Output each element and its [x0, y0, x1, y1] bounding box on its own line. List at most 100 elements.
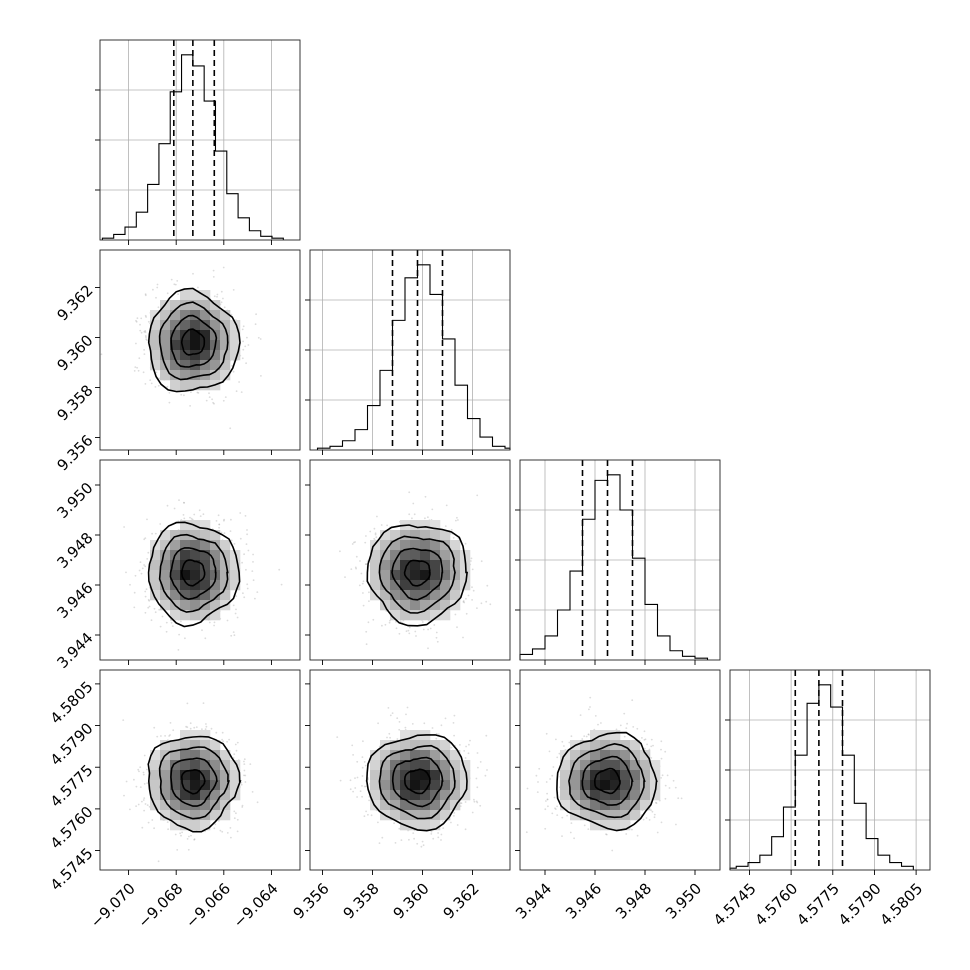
density-bin	[400, 740, 411, 751]
scatter-point	[450, 528, 453, 531]
density-bin	[160, 790, 171, 801]
density-bin	[400, 790, 411, 801]
density-bin	[150, 570, 161, 581]
density-bin	[170, 320, 181, 331]
scatter-point	[249, 763, 252, 765]
scatter-point	[362, 592, 364, 594]
scatter-point	[211, 398, 214, 401]
scatter-point	[143, 353, 146, 355]
scatter-point	[476, 607, 478, 609]
density-bin	[160, 800, 171, 811]
scatter-point	[189, 405, 192, 407]
density-bin	[410, 520, 421, 531]
scatter-point	[412, 502, 415, 505]
density-bin	[180, 800, 191, 811]
scatter-point	[375, 536, 378, 539]
density-bin	[380, 590, 391, 601]
histogram-panel-2	[515, 459, 721, 661]
scatter-point	[234, 743, 237, 746]
scatter-point	[242, 340, 245, 343]
scatter-point	[212, 401, 215, 404]
scatter-point	[252, 561, 254, 563]
scatter-point	[636, 834, 639, 837]
density-bin	[200, 610, 211, 621]
scatter-point	[241, 357, 244, 360]
scatter-point	[245, 543, 248, 545]
density-bin	[200, 810, 211, 821]
density-bin	[420, 780, 431, 791]
contour-level-0-1-0	[180, 328, 206, 356]
scatter-point	[183, 394, 185, 397]
density-bin	[420, 570, 431, 581]
scatter-point	[137, 803, 140, 806]
scatter-point	[235, 749, 238, 752]
scatter-point	[660, 740, 663, 743]
scatter-point	[232, 757, 235, 759]
density-bin	[170, 590, 181, 601]
scatter-point	[454, 613, 457, 616]
scatter-point	[368, 799, 370, 802]
scatter-point	[172, 729, 175, 732]
scatter-point	[208, 396, 211, 398]
density-bin	[160, 580, 171, 591]
scatter-point	[214, 823, 217, 826]
scatter-point	[241, 561, 244, 564]
scatter-point	[429, 627, 432, 630]
density-bin	[190, 600, 201, 611]
scatter-point	[240, 781, 243, 784]
density-bin	[170, 770, 181, 781]
scatter-point	[168, 735, 171, 737]
scatter-point	[477, 766, 479, 769]
density-bin	[630, 780, 641, 791]
contour-level-0-1-2	[158, 301, 229, 381]
density-bin	[210, 360, 221, 371]
scatter-point	[213, 402, 215, 405]
scatter-point	[254, 597, 256, 600]
scatter-point	[587, 733, 590, 736]
scatter-point	[420, 845, 423, 848]
scatter-point	[479, 761, 482, 763]
scatter-point	[643, 730, 646, 733]
scatter-point	[587, 828, 590, 830]
scatter-point	[361, 756, 364, 758]
density-bin	[170, 560, 181, 571]
density-bin	[410, 790, 421, 801]
scatter-point	[398, 632, 401, 635]
scatter-point	[164, 735, 167, 737]
scatter-point	[176, 280, 179, 282]
density-bin	[410, 780, 421, 791]
scatter-point	[473, 800, 476, 803]
scatter-point	[625, 727, 628, 729]
scatter-point	[561, 740, 564, 743]
scatter-point	[197, 286, 199, 289]
scatter-point	[217, 820, 220, 822]
density-bin	[220, 770, 231, 781]
scatter-point	[139, 323, 141, 326]
contour-level-1-3-1	[391, 756, 444, 808]
scatter-point	[436, 640, 439, 643]
scatter-point	[125, 780, 128, 783]
scatter-point	[189, 727, 192, 730]
density-bin	[210, 530, 221, 541]
scatter-point	[148, 599, 151, 602]
scatter-point	[650, 809, 652, 811]
scatter-point	[554, 808, 557, 810]
density-bin	[430, 750, 441, 761]
scatter-point	[367, 621, 370, 624]
scatter-point	[486, 584, 489, 587]
scatter-point	[150, 619, 153, 622]
scatter-point	[143, 783, 146, 785]
scatter-point	[133, 778, 135, 781]
density-bin	[570, 760, 581, 771]
scatter-point	[476, 494, 479, 497]
scatter-point	[643, 739, 646, 741]
scatter-point	[135, 319, 137, 322]
scatter-point	[462, 600, 465, 602]
scatter-point	[190, 517, 193, 520]
scatter-point	[365, 630, 368, 633]
density-bin	[410, 530, 421, 541]
scatter-point	[650, 738, 653, 741]
density-bin	[410, 540, 421, 551]
scatter-point	[246, 587, 249, 590]
density-bin	[430, 800, 441, 811]
